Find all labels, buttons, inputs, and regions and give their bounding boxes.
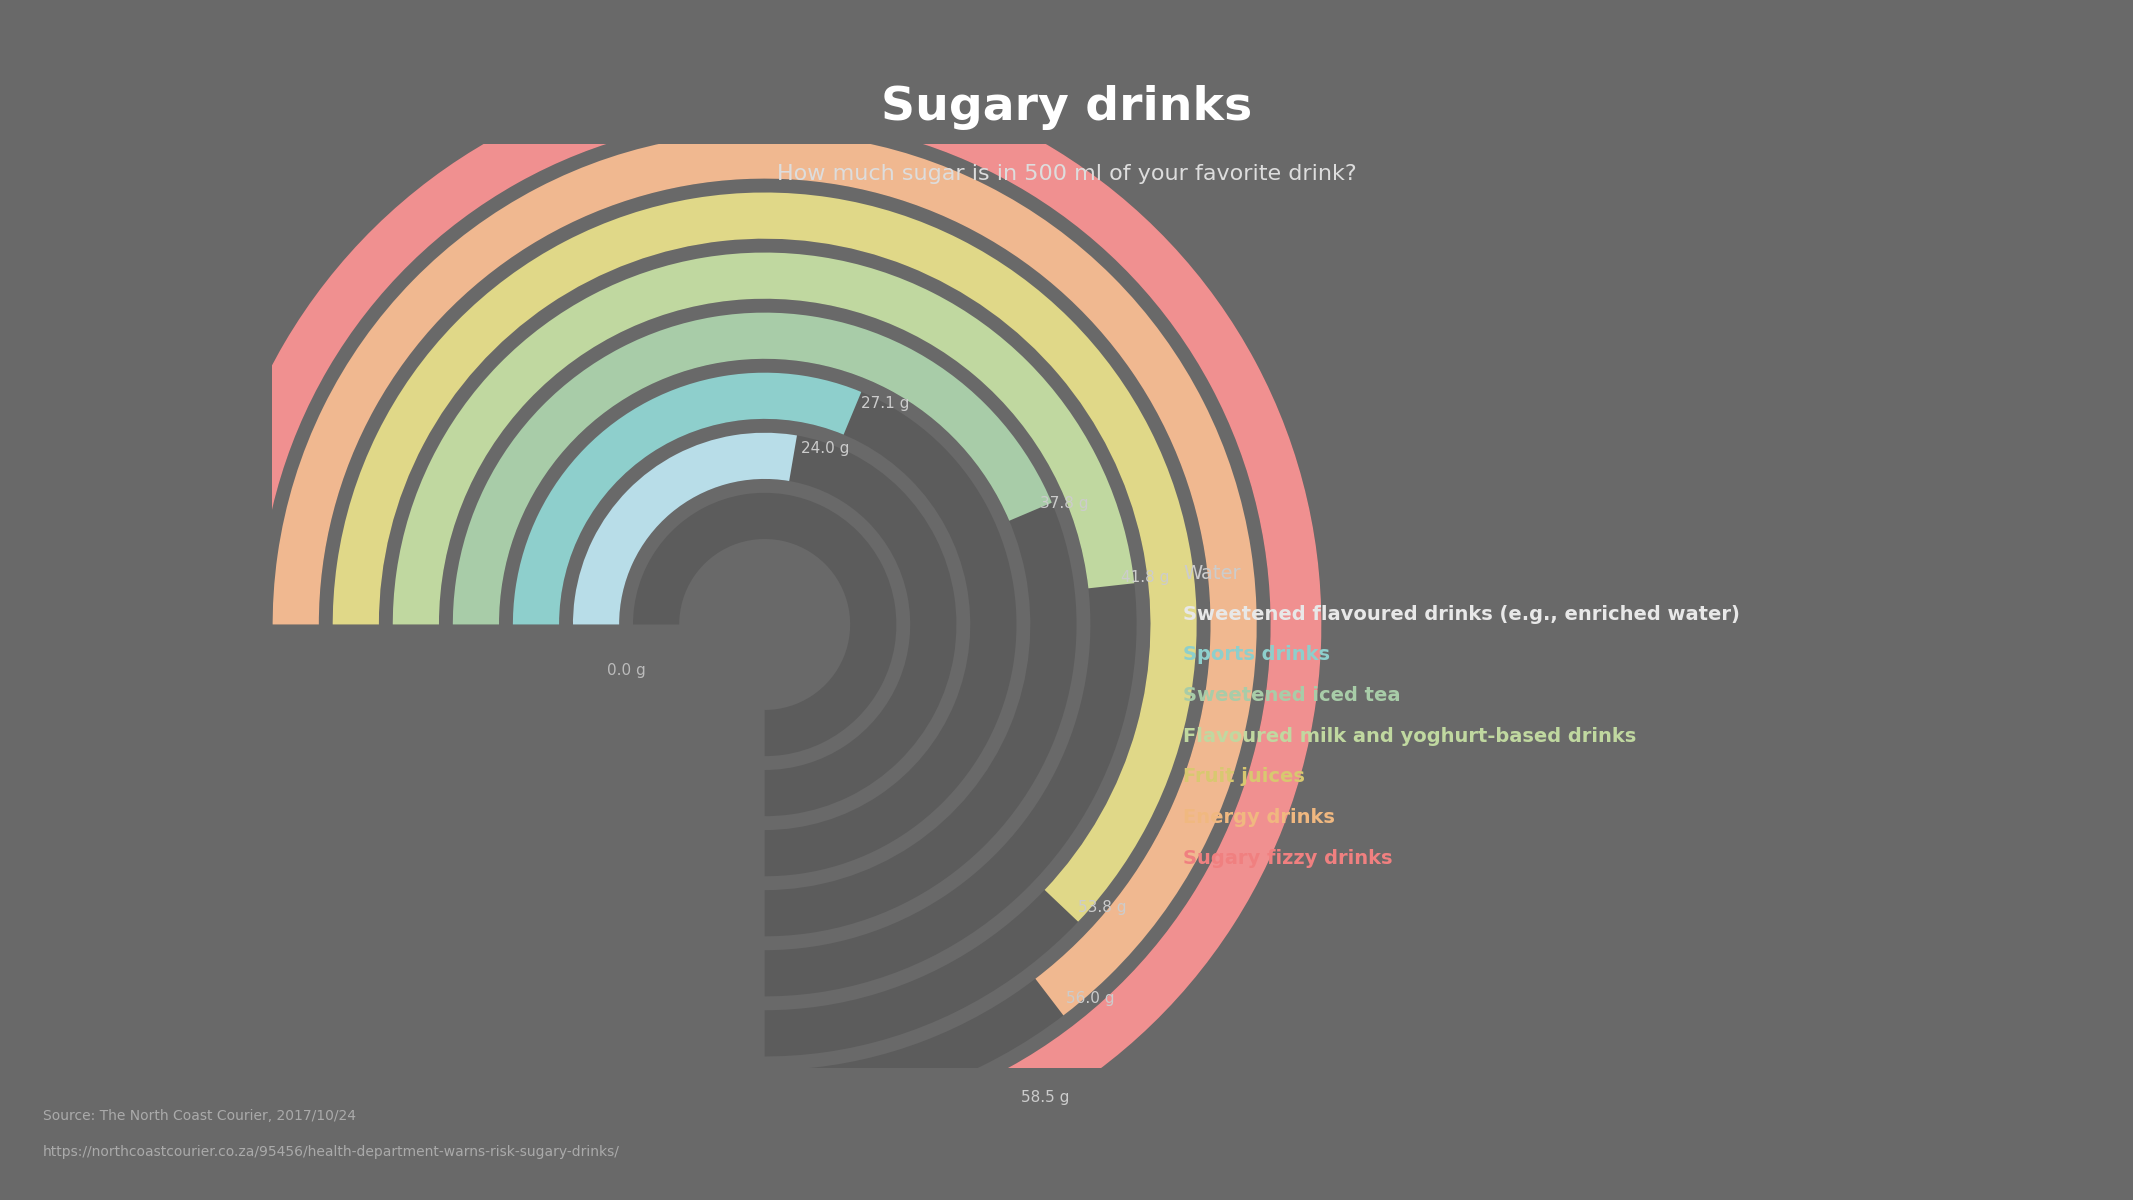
Text: 27.1 g: 27.1 g <box>862 396 909 410</box>
Wedge shape <box>629 488 900 761</box>
Text: 58.5 g: 58.5 g <box>1022 1091 1069 1105</box>
Text: Sugary drinks: Sugary drinks <box>881 85 1252 131</box>
Wedge shape <box>388 248 1139 624</box>
Wedge shape <box>209 67 1320 1121</box>
Wedge shape <box>446 305 1084 943</box>
Wedge shape <box>565 425 964 823</box>
Wedge shape <box>567 428 798 624</box>
Text: Sweetened iced tea: Sweetened iced tea <box>1184 686 1401 706</box>
Wedge shape <box>448 308 1056 624</box>
Text: Fruit juices: Fruit juices <box>1184 768 1305 786</box>
Wedge shape <box>264 125 1265 1124</box>
Text: Sugary fizzy drinks: Sugary fizzy drinks <box>1184 848 1393 868</box>
Text: 41.8 g: 41.8 g <box>1122 570 1169 586</box>
Text: 24.0 g: 24.0 g <box>802 440 849 456</box>
Wedge shape <box>508 368 1022 881</box>
Text: 56.0 g: 56.0 g <box>1066 991 1116 1007</box>
Text: 0.0 g: 0.0 g <box>608 662 646 678</box>
Text: 53.8 g: 53.8 g <box>1079 900 1126 914</box>
Text: https://northcoastcourier.co.za/95456/health-department-warns-risk-sugary-drinks: https://northcoastcourier.co.za/95456/he… <box>43 1145 619 1159</box>
Wedge shape <box>386 245 1143 1003</box>
Wedge shape <box>328 188 1201 925</box>
Text: Sweetened flavoured drinks (e.g., enriched water): Sweetened flavoured drinks (e.g., enrich… <box>1184 605 1741 624</box>
Wedge shape <box>506 365 1024 883</box>
Wedge shape <box>567 428 962 821</box>
Wedge shape <box>326 185 1203 1064</box>
Text: Water: Water <box>1184 564 1241 583</box>
Wedge shape <box>269 128 1261 1121</box>
Text: 37.8 g: 37.8 g <box>1041 496 1088 511</box>
Wedge shape <box>269 128 1261 1019</box>
Text: Source: The North Coast Courier, 2017/10/24: Source: The North Coast Courier, 2017/10… <box>43 1109 356 1123</box>
Text: Sports drinks: Sports drinks <box>1184 646 1331 665</box>
Wedge shape <box>625 486 904 763</box>
Wedge shape <box>328 188 1201 1061</box>
Text: Flavoured milk and yoghurt-based drinks: Flavoured milk and yoghurt-based drinks <box>1184 727 1636 745</box>
Text: How much sugar is in 500 ml of your favorite drink?: How much sugar is in 500 ml of your favo… <box>776 164 1357 184</box>
Wedge shape <box>508 368 864 624</box>
Wedge shape <box>448 308 1081 941</box>
Wedge shape <box>388 248 1141 1001</box>
Text: Energy drinks: Energy drinks <box>1184 808 1335 827</box>
Wedge shape <box>209 67 1320 1181</box>
